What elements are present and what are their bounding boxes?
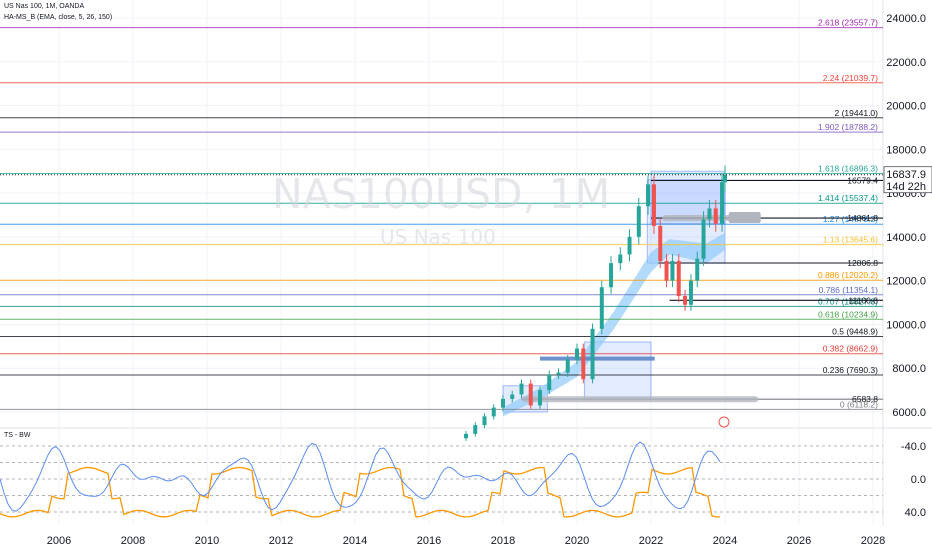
oscillator-legend[interactable]: TS - BW xyxy=(4,432,31,439)
candle-body xyxy=(581,348,586,380)
candle-body xyxy=(565,359,570,373)
fib-level-label: 1.13 (13645.6) xyxy=(823,235,878,245)
price-badge-countdown: 14d 22h xyxy=(886,181,926,193)
fib-level-label: 2.618 (23557.7) xyxy=(818,18,878,28)
price-badge-value: 16837.9 xyxy=(886,169,926,181)
fib-level-label: 2.24 (21039.7) xyxy=(823,73,878,83)
fib-level-label: 1.27 (14578.2) xyxy=(823,214,878,224)
level-tag: 6583.8 xyxy=(852,394,878,404)
candle-body xyxy=(688,280,693,305)
x-tick-label: 2010 xyxy=(195,535,219,547)
candle-body xyxy=(464,433,468,439)
candle-body xyxy=(664,260,669,281)
osc-tick-label: 40.0 xyxy=(905,507,926,519)
x-tick-label: 2006 xyxy=(47,535,71,547)
ma-ribbon xyxy=(503,232,725,417)
x-tick-label: 2008 xyxy=(121,535,145,547)
level-tag: 14861.8 xyxy=(847,213,878,223)
osc-tick-label: 0.0 xyxy=(911,474,926,486)
x-tick-label: 2014 xyxy=(343,535,367,547)
level-bar xyxy=(521,396,759,403)
candle-body xyxy=(491,407,496,417)
candle-body xyxy=(701,219,706,259)
candle-body xyxy=(538,390,542,406)
x-tick-label: 2012 xyxy=(269,535,293,547)
flash-icon xyxy=(718,416,730,428)
candle-body xyxy=(627,236,632,255)
candle-body xyxy=(695,258,700,281)
x-tick-label: 2028 xyxy=(861,535,885,547)
fib-level-label: 0.886 (12020.2) xyxy=(818,270,878,280)
fib-level-label: 1.618 (16896.3) xyxy=(818,163,878,173)
y-tick-label: 22000.0 xyxy=(886,57,926,69)
indicator-legend[interactable]: HA-MS_B (EMA, close, 5, 26, 150) xyxy=(4,14,113,21)
candle-body xyxy=(723,174,727,183)
candle-body xyxy=(590,328,595,380)
y-tick-label: 14000.0 xyxy=(886,232,926,244)
x-tick-label: 2016 xyxy=(417,535,441,547)
fib-level-label: 1.902 (18788.2) xyxy=(818,122,878,132)
candle-body xyxy=(618,254,623,264)
osc-orange-line xyxy=(0,466,721,518)
candle-body xyxy=(556,372,561,375)
y-tick-label: 6000.0 xyxy=(892,407,926,419)
watermark-name: US Nas 100 xyxy=(380,225,496,249)
level-bar xyxy=(662,215,751,222)
x-tick-label: 2020 xyxy=(565,535,589,547)
fib-level-label: 0.5 (9448.9) xyxy=(832,327,878,337)
candle-body xyxy=(646,184,651,207)
candle-body xyxy=(707,208,712,220)
fib-level-label: 1.414 (15537.4) xyxy=(818,193,878,203)
candle-body xyxy=(609,263,614,288)
candle-body xyxy=(519,383,524,395)
candle-body xyxy=(670,260,675,281)
candle-body xyxy=(482,416,487,426)
y-tick-label: 24000.0 xyxy=(886,13,926,25)
y-tick-label: 20000.0 xyxy=(886,101,926,113)
fib-level-label: 0 (6118.2) xyxy=(840,399,878,409)
candle-body xyxy=(720,182,725,224)
osc-blue-line xyxy=(0,441,721,512)
x-tick-label: 2018 xyxy=(491,535,515,547)
y-tick-label: 12000.0 xyxy=(886,276,926,288)
fib-level-label: 0.707 (10827.8) xyxy=(818,296,878,306)
candle-body xyxy=(510,394,515,399)
candle-body xyxy=(473,425,478,434)
candle-body xyxy=(547,374,552,391)
fib-level-label: 2 (19441.0) xyxy=(835,108,879,118)
fib-level-label: 0.618 (10234.9) xyxy=(818,309,878,319)
price-badge-box xyxy=(883,166,932,194)
y-tick-label: 10000.0 xyxy=(886,319,926,331)
candle-body xyxy=(528,383,533,406)
x-tick-label: 2022 xyxy=(639,535,663,547)
candle-body xyxy=(683,295,688,305)
fib-level-label: 0.236 (7690.3) xyxy=(823,365,878,375)
candle-body xyxy=(599,287,604,329)
candle-body xyxy=(658,225,663,261)
candle-body xyxy=(713,208,718,224)
osc-tick-label: -40.0 xyxy=(901,441,926,453)
symbol-legend[interactable]: US Nas 100, 1M, OANDA xyxy=(4,3,85,10)
candle-body xyxy=(636,206,641,237)
candle-body xyxy=(676,260,681,296)
level-tag: 16579.4 xyxy=(847,175,878,185)
candle-body xyxy=(501,398,505,408)
y-tick-label: 8000.0 xyxy=(892,363,926,375)
fib-level-label: 0.786 (11354.1) xyxy=(819,285,879,295)
level-tag: 11100.8 xyxy=(849,295,879,305)
candle-body xyxy=(575,348,579,360)
y-tick-label: 18000.0 xyxy=(886,144,926,156)
x-tick-label: 2024 xyxy=(713,535,737,547)
level-tag: 12806.8 xyxy=(847,258,878,268)
level-bar xyxy=(540,356,655,361)
x-tick-label: 2026 xyxy=(787,535,811,547)
fib-level-label: 0.382 (8662.9) xyxy=(823,344,878,354)
candle-body xyxy=(651,184,656,226)
watermark-ticker: NAS100USD, 1M xyxy=(272,170,611,218)
